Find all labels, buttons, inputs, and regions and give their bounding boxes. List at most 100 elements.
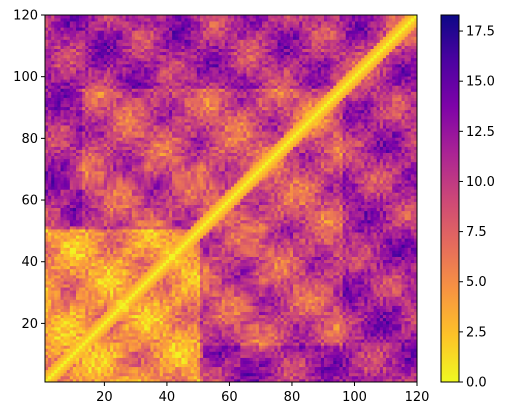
heatmap-cell — [60, 305, 64, 309]
heatmap-cell — [262, 268, 266, 273]
heatmap-cell — [165, 375, 170, 380]
heatmap-cell — [141, 268, 145, 273]
heatmap-cell — [54, 317, 58, 322]
heatmap-cell — [296, 317, 300, 322]
heatmap-cell — [401, 375, 405, 380]
heatmap-cell — [271, 360, 275, 364]
heatmap-cell — [150, 333, 154, 337]
heatmap-cell — [314, 278, 319, 282]
heatmap-cell — [156, 357, 161, 361]
heatmap-cell — [283, 342, 288, 346]
heatmap-cell — [128, 296, 133, 300]
heatmap-cell — [178, 296, 182, 300]
heatmap-cell — [224, 375, 229, 380]
heatmap-cell — [339, 311, 343, 316]
heatmap-cell — [348, 265, 353, 270]
heatmap-cell — [141, 363, 145, 368]
heatmap-cell — [367, 326, 371, 331]
heatmap-cell — [196, 366, 201, 371]
heatmap-cell — [255, 256, 260, 261]
heatmap-cell — [386, 375, 390, 380]
heatmap-cell — [280, 311, 285, 316]
heatmap-cell — [271, 253, 275, 257]
heatmap-cell — [172, 366, 176, 371]
heatmap-cell — [398, 336, 402, 340]
heatmap-cell — [345, 296, 350, 300]
heatmap-cell — [169, 278, 173, 282]
heatmap-cell — [308, 339, 312, 343]
heatmap-cell — [324, 378, 328, 383]
heatmap-cell — [231, 333, 235, 337]
heatmap-cell — [277, 302, 281, 306]
heatmap-cell — [389, 271, 393, 276]
heatmap-cell — [410, 363, 415, 368]
heatmap-cell — [209, 262, 213, 267]
heatmap-cell — [190, 333, 195, 337]
heatmap-cell — [382, 290, 387, 294]
heatmap-cell — [138, 348, 142, 352]
heatmap-cell — [169, 363, 173, 368]
heatmap-cell — [169, 360, 173, 364]
heatmap-cell — [231, 326, 235, 331]
heatmap-cell — [258, 314, 263, 319]
heatmap-cell — [246, 256, 250, 261]
heatmap-cell — [404, 311, 409, 316]
heatmap-cell — [72, 317, 77, 322]
heatmap-cell — [324, 265, 328, 270]
heatmap-cell — [134, 339, 139, 343]
heatmap-cell — [125, 302, 130, 306]
heatmap-cell — [240, 320, 244, 325]
heatmap-cell — [277, 378, 281, 383]
heatmap-cell — [401, 308, 405, 313]
heatmap-cell — [48, 348, 52, 352]
heatmap-cell — [85, 330, 89, 334]
heatmap-cell — [296, 326, 300, 331]
heatmap-cell — [131, 262, 136, 267]
heatmap-cell — [110, 317, 114, 322]
heatmap-cell — [125, 345, 130, 349]
heatmap-cell — [262, 271, 266, 276]
heatmap-cell — [159, 253, 164, 257]
heatmap-cell — [159, 323, 164, 328]
heatmap-cell — [265, 378, 269, 383]
heatmap-cell — [308, 354, 312, 358]
heatmap-cell — [113, 339, 117, 343]
heatmap-cell — [181, 366, 185, 371]
heatmap-cell — [280, 339, 285, 343]
heatmap-cell — [398, 311, 402, 316]
heatmap-cell — [97, 360, 102, 364]
heatmap-cell — [330, 326, 334, 331]
heatmap-cell — [85, 271, 89, 276]
heatmap-cell — [274, 354, 278, 358]
heatmap-cell — [193, 274, 198, 279]
heatmap-cell — [355, 274, 359, 279]
heatmap-cell — [358, 323, 362, 328]
heatmap-cell — [280, 372, 285, 377]
heatmap-cell — [60, 274, 64, 279]
heatmap-cell — [193, 262, 198, 267]
heatmap-cell — [178, 320, 182, 325]
heatmap-cell — [76, 284, 80, 288]
heatmap-cell — [103, 333, 108, 337]
heatmap-cell — [296, 369, 300, 374]
heatmap-cell — [249, 287, 254, 291]
heatmap-cell — [392, 256, 396, 261]
heatmap-cell — [234, 287, 238, 291]
heatmap-cell — [389, 348, 393, 352]
heatmap-cell — [283, 330, 288, 334]
heatmap-cell — [97, 305, 102, 309]
heatmap-cell — [122, 281, 126, 285]
heatmap-cell — [100, 333, 105, 337]
heatmap-cell — [355, 354, 359, 358]
heatmap-cell — [333, 287, 337, 291]
heatmap-cell — [395, 299, 399, 303]
heatmap-cell — [255, 305, 260, 309]
heatmap-cell — [122, 330, 126, 334]
heatmap-cell — [413, 281, 418, 285]
heatmap-cell — [66, 290, 71, 294]
heatmap-cell — [376, 274, 381, 279]
heatmap-cell — [373, 281, 378, 285]
heatmap-cell — [345, 302, 350, 306]
heatmap-cell — [72, 342, 77, 346]
heatmap-cell — [320, 348, 325, 352]
